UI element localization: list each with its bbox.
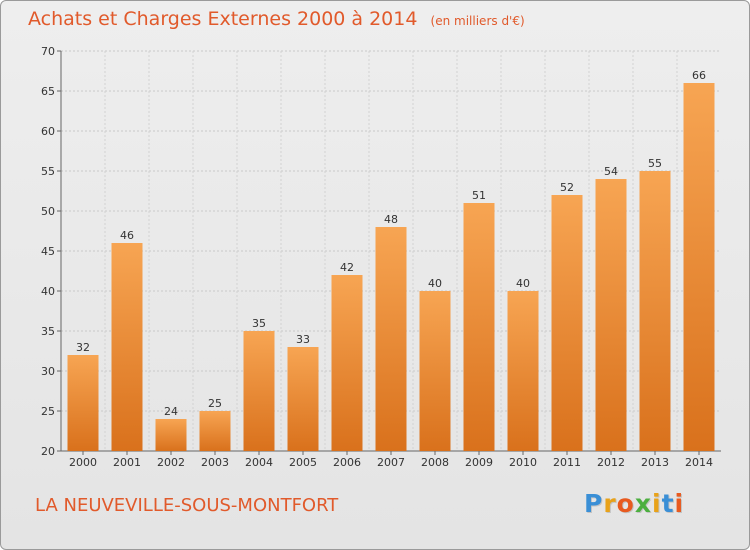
bar-2013: [639, 171, 671, 451]
x-tick-label: 2008: [421, 456, 449, 469]
value-label: 33: [296, 333, 310, 346]
x-tick-label: 2003: [201, 456, 229, 469]
x-tick-label: 2006: [333, 456, 361, 469]
chart-unit-text: (en milliers d'€): [430, 14, 525, 28]
x-tick-label: 2009: [465, 456, 493, 469]
chart-title: Achats et Charges Externes 2000 à 2014 (…: [28, 8, 525, 30]
chart-title-text: Achats et Charges Externes 2000 à 2014: [28, 8, 418, 30]
x-tick-label: 2005: [289, 456, 317, 469]
bar-2009: [463, 203, 495, 451]
logo-letter: t: [661, 489, 675, 518]
bar-2008: [419, 291, 451, 451]
value-label: 52: [560, 181, 574, 194]
bar-2000: [67, 355, 99, 451]
value-label: 24: [164, 405, 178, 418]
y-tick-label: 20: [41, 445, 55, 458]
commune-name: LA NEUVEVILLE-SOUS-MONTFORT: [35, 495, 339, 516]
value-label: 40: [516, 277, 530, 290]
y-tick-label: 25: [41, 405, 55, 418]
x-tick-label: 2010: [509, 456, 537, 469]
y-tick-label: 40: [41, 285, 55, 298]
bar-2004: [243, 331, 275, 451]
y-tick-label: 35: [41, 325, 55, 338]
bar-2002: [155, 419, 187, 451]
x-tick-label: 2011: [553, 456, 581, 469]
logo-letter: x: [634, 489, 652, 518]
value-label: 46: [120, 229, 134, 242]
logo-letter: o: [616, 489, 635, 518]
value-labels: 32 46 24 25 35 33 42 48 40 51 40 52 54 55 66: [76, 69, 706, 418]
x-tick-label: 2000: [69, 456, 97, 469]
x-tick-label: 2001: [113, 456, 141, 469]
bar-2007: [375, 227, 407, 451]
logo-letter: i: [652, 489, 662, 518]
bar-2012: [595, 179, 627, 451]
bar-2001: [111, 243, 143, 451]
y-tick-label: 65: [41, 85, 55, 98]
value-label: 51: [472, 189, 486, 202]
proxiti-logo: Proxiti: [584, 489, 684, 518]
value-label: 32: [76, 341, 90, 354]
value-label: 40: [428, 277, 442, 290]
bar-2005: [287, 347, 319, 451]
x-tick-label: 2013: [641, 456, 669, 469]
logo-letter: i: [674, 489, 685, 518]
bars: [67, 83, 715, 451]
logo-letter: r: [603, 489, 617, 518]
y-tick-label: 45: [41, 245, 55, 258]
value-label: 48: [384, 213, 398, 226]
bar-2011: [551, 195, 583, 451]
y-tick-label: 30: [41, 365, 55, 378]
value-label: 66: [692, 69, 706, 82]
value-label: 35: [252, 317, 266, 330]
logo-letter: P: [584, 489, 604, 518]
bar-2006: [331, 275, 363, 451]
y-tick-label: 70: [41, 45, 55, 58]
grid-lines: [61, 50, 721, 451]
value-label: 42: [340, 261, 354, 274]
x-tick-label: 2007: [377, 456, 405, 469]
x-tick-label: 2002: [157, 456, 185, 469]
y-tick-label: 50: [41, 205, 55, 218]
x-tick-label: 2004: [245, 456, 273, 469]
x-tick-label: 2014: [685, 456, 713, 469]
value-label: 54: [604, 165, 618, 178]
x-tick-label: 2012: [597, 456, 625, 469]
y-tick-label: 60: [41, 125, 55, 138]
y-tick-label: 55: [41, 165, 55, 178]
value-label: 55: [648, 157, 662, 170]
bar-2003: [199, 411, 231, 451]
bar-2010: [507, 291, 539, 451]
value-label: 25: [208, 397, 222, 410]
bar-2014: [683, 83, 715, 451]
